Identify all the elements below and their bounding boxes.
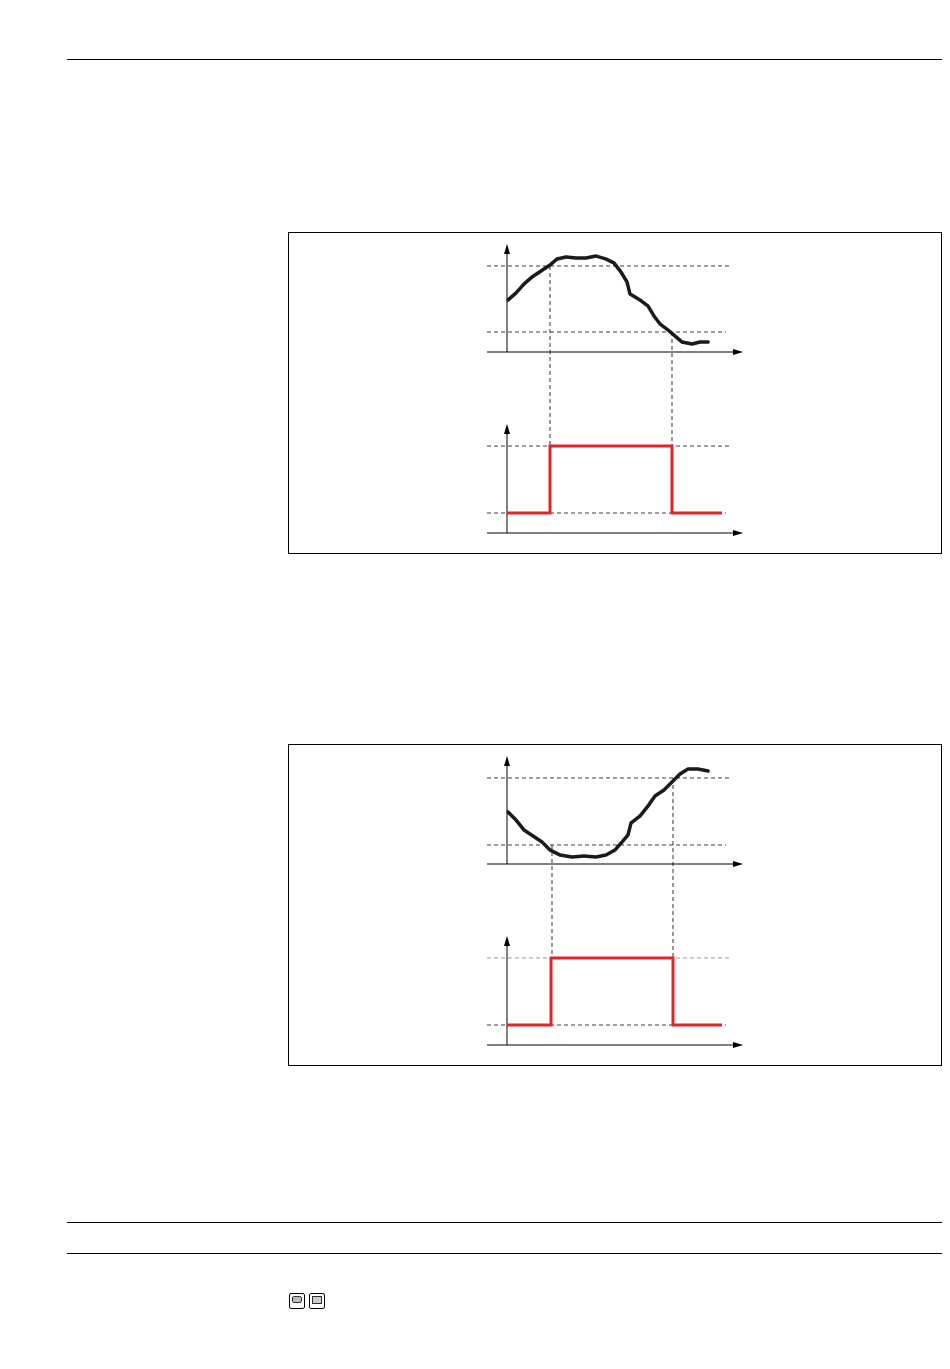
output-step [507, 444, 722, 515]
diagram-frame [288, 744, 942, 1066]
output-step [507, 956, 722, 1027]
diagram-frame [288, 232, 942, 554]
diagram-1 [288, 232, 942, 554]
signal-curve [506, 767, 710, 859]
device-icons [289, 1293, 325, 1309]
icon-detail [292, 1296, 302, 1303]
signal-curve [506, 254, 710, 346]
icon-detail [312, 1296, 322, 1304]
diagram-2 [288, 744, 942, 1066]
